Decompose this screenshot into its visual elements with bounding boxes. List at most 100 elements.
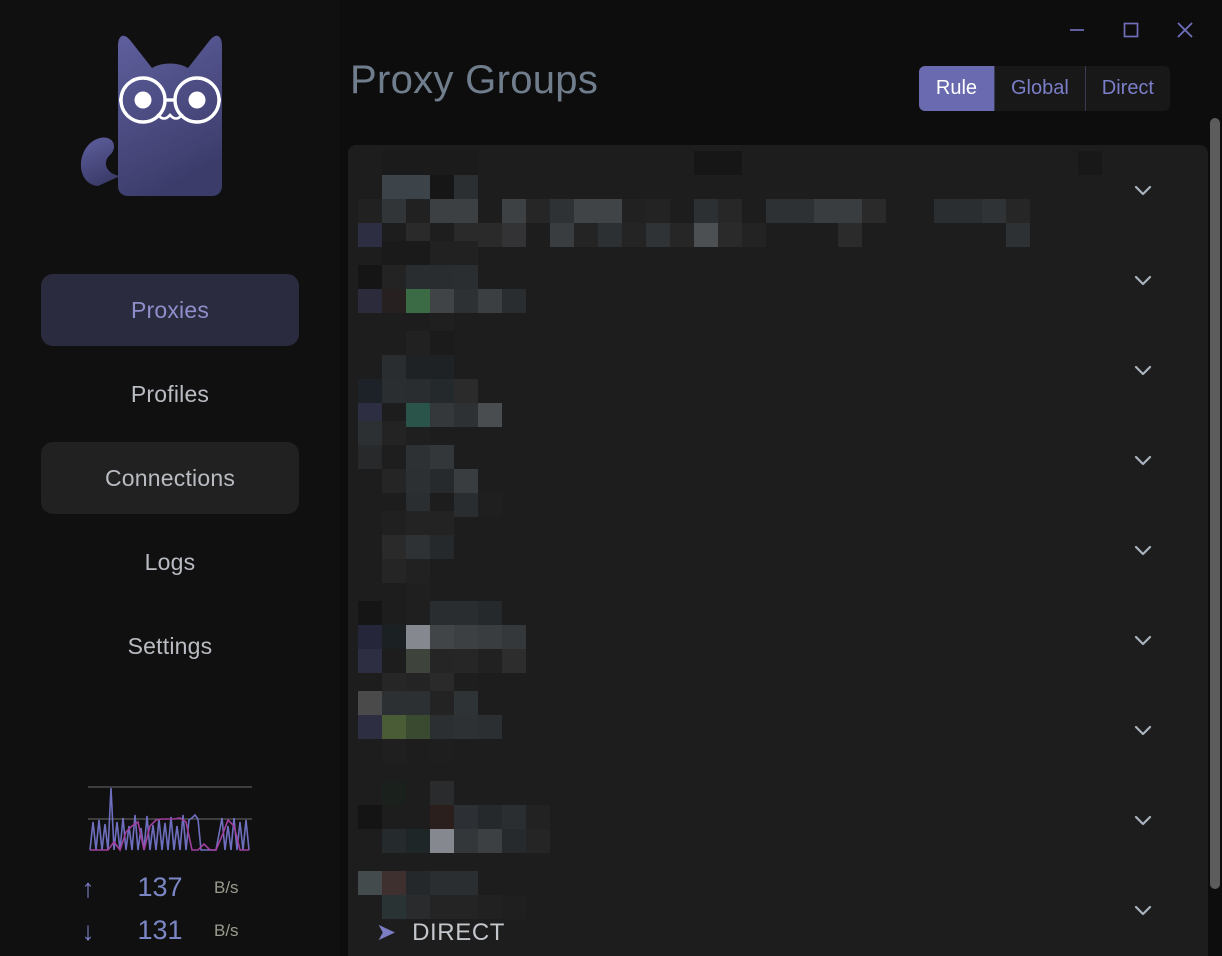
vertical-scrollbar[interactable] bbox=[1210, 118, 1220, 938]
mosaic-block bbox=[454, 175, 478, 199]
mosaic-block bbox=[550, 199, 574, 223]
sidebar-item-proxies[interactable]: Proxies bbox=[41, 274, 299, 346]
mosaic-block bbox=[358, 805, 382, 829]
mosaic-block bbox=[430, 715, 454, 739]
mosaic-block bbox=[430, 871, 478, 895]
proxy-group-row[interactable] bbox=[348, 685, 1208, 775]
mosaic-block bbox=[430, 535, 454, 559]
mosaic-block bbox=[454, 379, 478, 403]
censored-group-name bbox=[358, 595, 1118, 697]
censored-group-name bbox=[358, 505, 1118, 607]
chevron-down-icon[interactable] bbox=[1130, 897, 1156, 923]
sidebar: Proxies Profiles Connections Logs Settin… bbox=[0, 0, 340, 956]
mosaic-block bbox=[502, 829, 526, 853]
mosaic-block bbox=[454, 625, 478, 649]
mosaic-block bbox=[382, 175, 430, 199]
mosaic-block bbox=[814, 199, 862, 223]
mode-label: Direct bbox=[1101, 77, 1154, 99]
mosaic-block bbox=[478, 715, 502, 739]
mosaic-block bbox=[406, 559, 430, 583]
mosaic-block bbox=[526, 199, 550, 223]
chevron-down-icon[interactable] bbox=[1130, 537, 1156, 563]
sidebar-item-settings[interactable]: Settings bbox=[41, 610, 299, 682]
censored-group-name bbox=[358, 235, 1118, 337]
sidebar-nav: Proxies Profiles Connections Logs Settin… bbox=[0, 274, 340, 694]
mosaic-block bbox=[406, 379, 430, 403]
censored-group-name bbox=[358, 325, 1118, 451]
mosaic-block bbox=[358, 265, 382, 289]
maximize-icon bbox=[1123, 22, 1139, 38]
mosaic-block bbox=[526, 829, 550, 853]
window-controls bbox=[1054, 0, 1222, 60]
mosaic-block bbox=[478, 601, 502, 625]
mosaic-block bbox=[406, 469, 430, 493]
mosaic-block bbox=[406, 289, 430, 313]
mosaic-block bbox=[430, 781, 454, 805]
mosaic-block bbox=[502, 625, 526, 649]
chevron-down-icon[interactable] bbox=[1130, 627, 1156, 653]
sidebar-item-label: Proxies bbox=[130, 296, 210, 323]
maximize-button[interactable] bbox=[1108, 11, 1154, 49]
sidebar-item-label: Profiles bbox=[130, 380, 210, 407]
proxy-group-row[interactable] bbox=[348, 325, 1208, 451]
mosaic-block bbox=[430, 289, 454, 313]
mosaic-block bbox=[382, 715, 406, 739]
proxy-group-row[interactable] bbox=[348, 415, 1208, 517]
mosaic-block bbox=[406, 199, 430, 223]
proxy-group-row[interactable] bbox=[348, 505, 1208, 607]
mosaic-block bbox=[382, 355, 406, 379]
mosaic-block bbox=[382, 241, 430, 265]
mosaic-block bbox=[406, 871, 430, 895]
scrollbar-thumb[interactable] bbox=[1210, 118, 1220, 889]
chevron-down-icon[interactable] bbox=[1130, 357, 1156, 383]
mosaic-block bbox=[358, 289, 382, 313]
mosaic-block bbox=[406, 445, 430, 469]
mosaic-block bbox=[382, 289, 406, 313]
download-value: 131 bbox=[137, 915, 183, 945]
minimize-icon bbox=[1070, 29, 1084, 31]
minimize-button[interactable] bbox=[1054, 11, 1100, 49]
proxy-group-row[interactable] bbox=[348, 775, 1208, 877]
close-button[interactable] bbox=[1162, 11, 1208, 49]
mosaic-block bbox=[358, 715, 382, 739]
chevron-down-icon[interactable] bbox=[1130, 177, 1156, 203]
mode-label: Global bbox=[1010, 77, 1069, 99]
mosaic-block bbox=[382, 379, 406, 403]
page-title: Proxy Groups bbox=[350, 58, 599, 102]
mosaic-block bbox=[406, 625, 430, 649]
chevron-down-icon[interactable] bbox=[1130, 447, 1156, 473]
proxy-group-row[interactable] bbox=[348, 595, 1208, 697]
mosaic-block bbox=[454, 829, 478, 853]
mosaic-block bbox=[430, 739, 454, 763]
mosaic-block bbox=[430, 805, 454, 829]
mosaic-block bbox=[358, 601, 382, 625]
mosaic-block bbox=[382, 559, 406, 583]
chevron-down-icon[interactable] bbox=[1130, 267, 1156, 293]
mosaic-block bbox=[406, 601, 430, 625]
mosaic-block bbox=[382, 649, 406, 673]
mosaic-block bbox=[430, 241, 478, 265]
chevron-down-icon[interactable] bbox=[1130, 717, 1156, 743]
mosaic-block bbox=[430, 625, 454, 649]
mosaic-block bbox=[430, 691, 454, 715]
proxy-group-row[interactable] bbox=[348, 235, 1208, 337]
sidebar-item-profiles[interactable]: Profiles bbox=[41, 358, 299, 430]
mosaic-block bbox=[982, 199, 1006, 223]
traffic-sparkline-chart bbox=[88, 786, 252, 852]
mode-button-global[interactable]: Global bbox=[993, 66, 1085, 111]
mosaic-block bbox=[430, 199, 478, 223]
mode-button-rule[interactable]: Rule bbox=[918, 66, 994, 111]
direct-proxy-row[interactable]: ➤ DIRECT bbox=[348, 910, 1208, 956]
mosaic-block bbox=[430, 175, 454, 199]
mode-button-direct[interactable]: Direct bbox=[1084, 66, 1170, 111]
chevron-down-icon[interactable] bbox=[1130, 807, 1156, 833]
mosaic-block bbox=[478, 805, 502, 829]
sidebar-item-logs[interactable]: Logs bbox=[41, 526, 299, 598]
mosaic-block bbox=[382, 469, 406, 493]
arrow-up-icon: ↑ bbox=[81, 872, 95, 903]
sidebar-item-connections[interactable]: Connections bbox=[41, 442, 299, 514]
mosaic-block bbox=[430, 469, 454, 493]
sidebar-item-label: Logs bbox=[144, 548, 196, 575]
proxy-group-row[interactable] bbox=[348, 145, 1208, 247]
